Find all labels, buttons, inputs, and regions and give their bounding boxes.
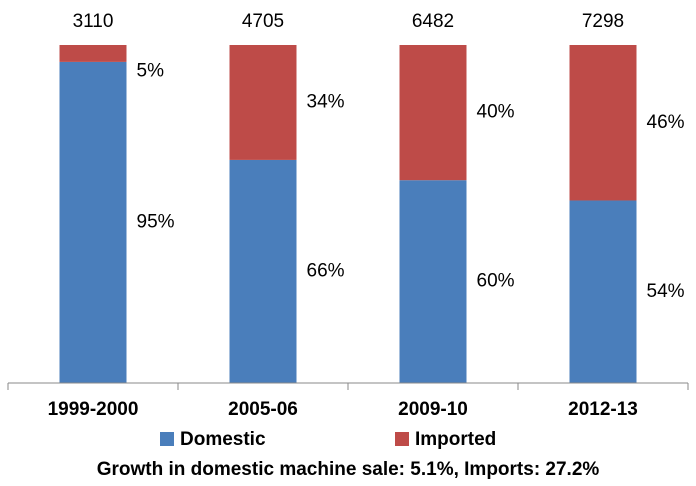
value-label: 40%: [477, 102, 515, 123]
bar-segment: [59, 61, 127, 384]
bar-segment: [59, 45, 127, 62]
bar-segment: [569, 200, 637, 383]
bar-segment: [229, 159, 297, 383]
value-label: 60%: [477, 271, 515, 292]
bar-segment: [229, 45, 297, 160]
value-label: 5%: [137, 60, 165, 81]
chart-title: Growth in domestic machine sale: 5.1%, I…: [97, 459, 600, 480]
total-label: 7298: [582, 11, 624, 32]
value-label: 95%: [137, 211, 175, 232]
value-label: 54%: [647, 281, 685, 302]
legend-label: Imported: [415, 429, 496, 450]
x-tick-label: 1999-2000: [48, 399, 139, 420]
x-tick-label: 2012-13: [568, 399, 638, 420]
bar-segment: [399, 45, 467, 181]
value-label: 34%: [307, 91, 345, 112]
bar-segment: [569, 45, 637, 201]
bar-segment: [399, 180, 467, 383]
legend-swatch: [160, 432, 174, 446]
value-label: 46%: [647, 112, 685, 133]
total-label: 4705: [242, 11, 284, 32]
legend-swatch: [395, 432, 409, 446]
total-label: 6482: [412, 11, 454, 32]
x-tick-label: 2009-10: [398, 399, 468, 420]
legend-label: Domestic: [180, 429, 266, 450]
total-label: 3110: [73, 11, 114, 32]
x-tick-label: 2005-06: [228, 399, 298, 420]
value-label: 66%: [307, 260, 345, 281]
